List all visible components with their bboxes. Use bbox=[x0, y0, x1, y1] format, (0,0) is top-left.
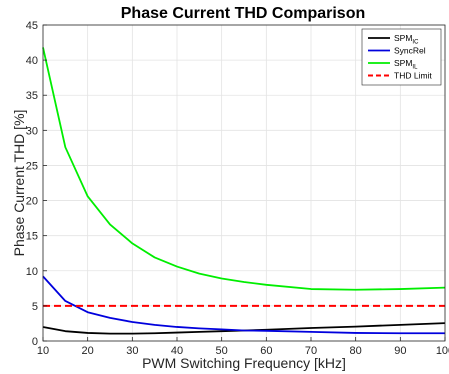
x-tick-label: 100 bbox=[436, 345, 449, 357]
y-tick-label: 40 bbox=[26, 55, 38, 67]
x-tick-label: 40 bbox=[171, 345, 183, 357]
series-layer bbox=[42, 47, 446, 335]
plot-frame bbox=[42, 24, 446, 342]
x-tick-label: 90 bbox=[394, 345, 406, 357]
x-axis-label: PWM Switching Frequency [kHz] bbox=[142, 355, 346, 371]
legend-label: SPMIL bbox=[394, 58, 418, 71]
x-tick-label: 60 bbox=[260, 345, 272, 357]
y-tick-label: 25 bbox=[26, 160, 38, 172]
series-line-1 bbox=[42, 322, 446, 335]
y-axis-label: Phase Current THD [%] bbox=[11, 110, 27, 257]
y-tick-label: 30 bbox=[26, 125, 38, 137]
legend-label: THD Limit bbox=[394, 71, 432, 81]
x-tick-label: 70 bbox=[305, 345, 317, 357]
y-tick-label: 5 bbox=[32, 301, 38, 313]
ticks: 10 20 30 40 50 60 70 80 90 100 0 5 10 15 20 25 30 35 40 45 bbox=[26, 20, 449, 357]
x-tick-label: 80 bbox=[350, 345, 362, 357]
legend-label: SyncRel bbox=[394, 46, 426, 56]
x-tick-label: 10 bbox=[37, 345, 49, 357]
y-tick-label: 20 bbox=[26, 196, 38, 208]
y-tick-label: 0 bbox=[32, 336, 38, 348]
y-tick-label: 45 bbox=[26, 20, 38, 32]
y-tick-label: 15 bbox=[26, 231, 38, 243]
y-tick-label: 35 bbox=[26, 90, 38, 102]
legend-label: SPMIC bbox=[394, 33, 419, 46]
x-tick-label: 20 bbox=[82, 345, 94, 357]
x-tick-label: 30 bbox=[126, 345, 138, 357]
y-tick-label: 10 bbox=[26, 266, 38, 278]
series-line-2 bbox=[42, 275, 445, 335]
series-line-3 bbox=[42, 47, 446, 291]
chart-title: Phase Current THD Comparison bbox=[121, 5, 365, 22]
x-tick-label: 50 bbox=[216, 345, 228, 357]
